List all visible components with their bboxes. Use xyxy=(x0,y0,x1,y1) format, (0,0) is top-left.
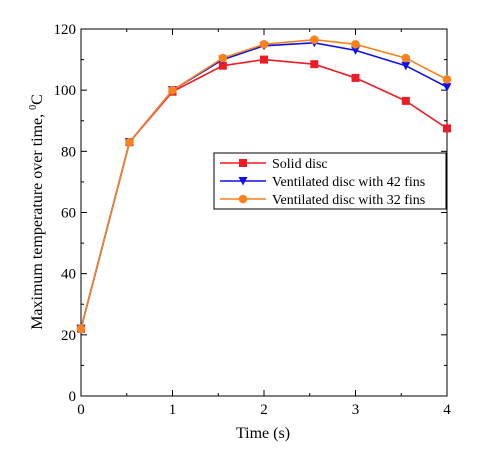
data-point xyxy=(168,85,177,95)
legend-label: Solid disc xyxy=(272,157,328,172)
legend-label: Ventilated disc with 42 fins xyxy=(272,175,425,190)
data-point xyxy=(351,73,360,82)
y-axis: 0 20 40 60 80 100 120 xyxy=(54,22,447,405)
y-axis-label-superscript: 0 xyxy=(28,105,39,110)
data-point xyxy=(443,124,451,133)
legend-label: Ventilated disc with 32 fins xyxy=(272,193,425,208)
x-tick-label: 3 xyxy=(352,402,360,418)
data-point xyxy=(442,83,452,92)
y-tick-label: 40 xyxy=(61,267,76,283)
data-point xyxy=(218,61,227,70)
data-point xyxy=(125,137,134,147)
legend-marker xyxy=(239,159,247,167)
data-point xyxy=(310,35,319,45)
legend-marker xyxy=(238,177,248,186)
legend: Solid disc Ventilated disc with 42 fins Ve… xyxy=(213,152,447,210)
plot-frame xyxy=(80,28,448,397)
y-tick-label: 80 xyxy=(61,144,76,160)
x-tick-label: 2 xyxy=(260,402,268,418)
data-point xyxy=(76,324,86,334)
x-tick-label: 4 xyxy=(443,402,451,418)
y-tick-label: 0 xyxy=(69,389,77,405)
data-point xyxy=(310,60,319,69)
y-tick-label: 100 xyxy=(54,83,77,99)
x-tick-label: 0 xyxy=(77,402,85,418)
data-point xyxy=(442,75,452,84)
y-tick-label: 20 xyxy=(61,328,76,344)
data-point xyxy=(351,39,360,49)
legend-marker xyxy=(238,194,248,204)
y-axis-label-main: Maximum temperature over time, xyxy=(29,110,46,330)
data-point xyxy=(401,96,410,105)
plot-border xyxy=(80,28,448,397)
data-point xyxy=(259,39,269,49)
y-tick-label: 120 xyxy=(54,22,77,38)
series-3 xyxy=(76,35,452,334)
data-point xyxy=(260,55,268,64)
x-axis-label: Time (s) xyxy=(236,425,290,442)
data-point xyxy=(351,46,360,55)
y-tick-label: 60 xyxy=(61,206,76,222)
x-axis: 0 1 2 3 4 xyxy=(77,29,451,418)
data-point xyxy=(218,53,228,63)
series-layer xyxy=(76,35,452,334)
y-axis-label-unit: C xyxy=(29,94,46,105)
x-tick-label: 1 xyxy=(169,402,177,418)
data-point xyxy=(401,53,411,63)
y-axis-label: Maximum temperature over time, 0C xyxy=(28,94,46,330)
data-point xyxy=(401,61,411,71)
